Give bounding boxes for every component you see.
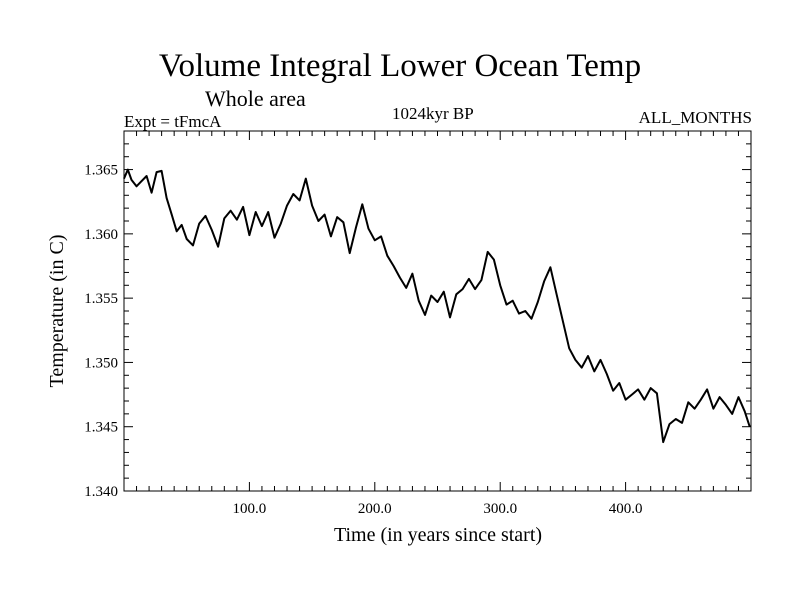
axis-ticks	[124, 131, 751, 491]
y-tick-label: 1.365	[84, 163, 118, 179]
plot-frame	[123, 130, 752, 492]
x-tick-label: 400.0	[609, 501, 643, 517]
series-group	[123, 168, 751, 444]
y-tick-label: 1.340	[84, 484, 118, 500]
y-tick-label: 1.360	[84, 227, 118, 243]
series-line	[123, 168, 751, 444]
y-tick-label: 1.350	[84, 355, 118, 371]
y-tick-label: 1.345	[84, 420, 118, 436]
x-axis-label: Time (in years since start)	[334, 524, 542, 546]
y-tick-label: 1.355	[84, 291, 118, 307]
x-tick-label: 100.0	[233, 501, 267, 517]
period-label: 1024kyr BP	[392, 104, 474, 123]
x-tick-label: 200.0	[358, 501, 392, 517]
experiment-label: Expt = tFmcA	[124, 112, 222, 131]
region-subtitle: Whole area	[205, 86, 306, 111]
chart-title: Volume Integral Lower Ocean Temp	[158, 48, 642, 84]
x-tick-label: 300.0	[483, 501, 517, 517]
months-label: ALL_MONTHS	[638, 108, 752, 127]
axis-tick-labels: 100.0 200.0 300.0 400.0 1.340 1.345 1.350 1.355…	[84, 163, 642, 517]
y-axis-label: Temperature (in C)	[46, 235, 68, 388]
